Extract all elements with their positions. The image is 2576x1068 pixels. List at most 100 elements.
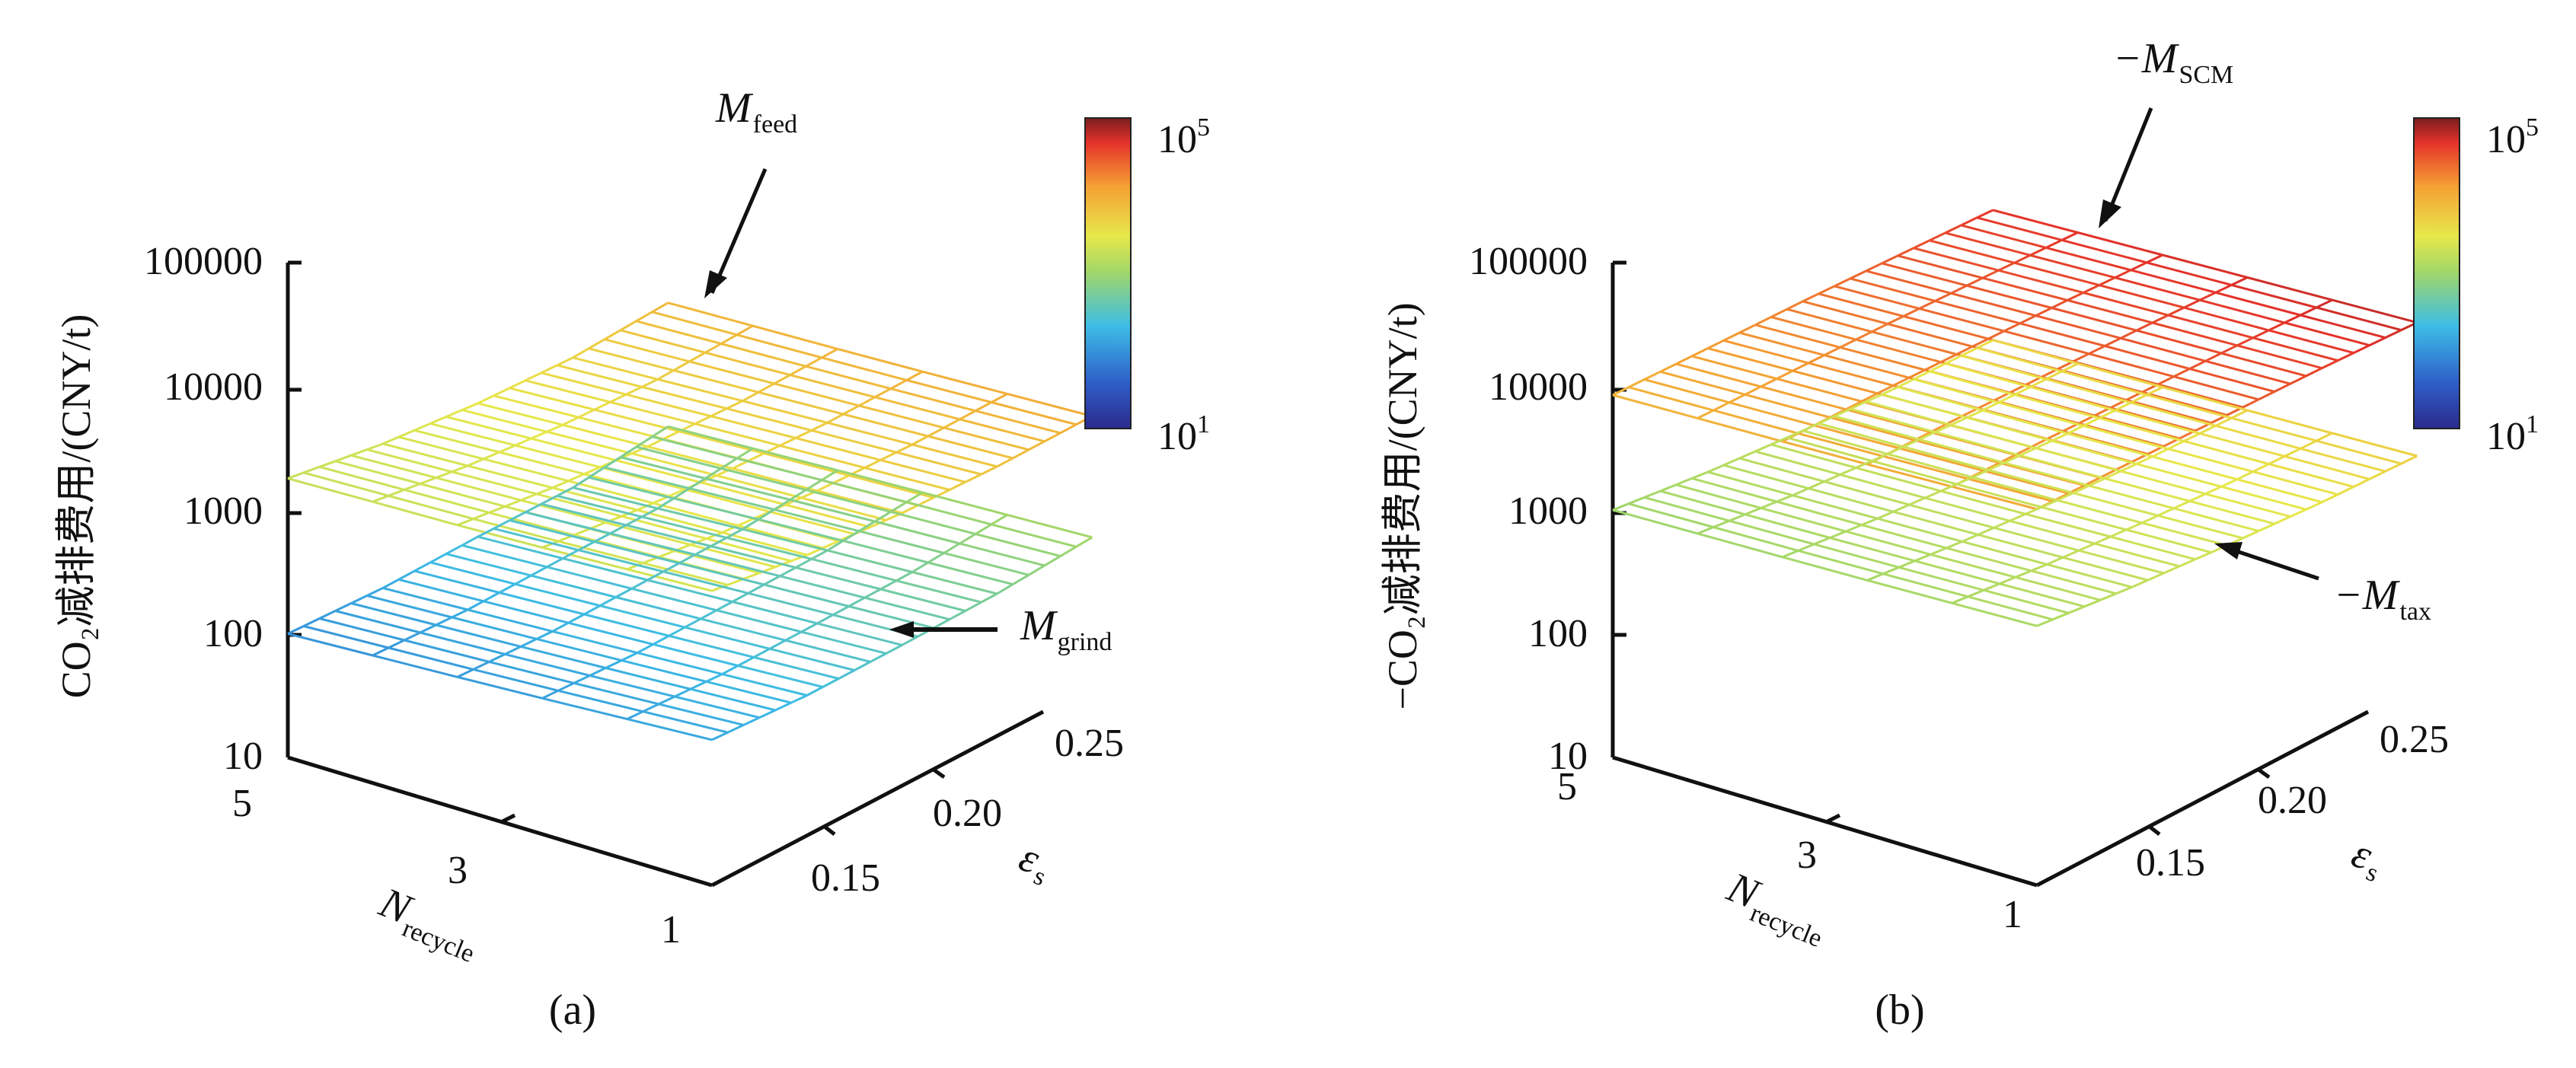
surface-mesh-line: [752, 324, 838, 350]
surface-mesh-line: [1866, 463, 1952, 488]
surface-mesh-line: [657, 497, 675, 510]
surface-mesh-line: [1960, 216, 1978, 227]
surface-mesh-line: [2151, 314, 2169, 324]
surface-mesh-line: [870, 652, 887, 663]
surface-mesh-line: [1971, 337, 1989, 348]
surface-mesh-line: [578, 408, 595, 419]
surface-mesh-line: [420, 483, 506, 508]
panel-a-ztick: 10: [223, 735, 263, 778]
surface-mesh-line: [520, 493, 538, 502]
surface-mesh-line: [1967, 588, 1984, 598]
surface-mesh-line: [880, 458, 966, 483]
surface-mesh-line: [2152, 455, 2238, 481]
surface-mesh-line: [525, 371, 542, 382]
surface-mesh-line: [1871, 460, 1957, 486]
surface-mesh-line: [1824, 473, 1841, 483]
surface-mesh-line: [704, 477, 790, 501]
surface-mesh-line: [631, 445, 648, 455]
surface-mesh-line: [837, 469, 923, 494]
surface-mesh-line: [1850, 277, 1936, 302]
surface-mesh-line: [2003, 461, 2089, 487]
surface-mesh-line: [991, 401, 1077, 426]
surface-mesh-line: [1660, 370, 1746, 396]
surface-mesh-line: [541, 689, 559, 700]
surface-mesh-line: [515, 444, 601, 469]
surface-mesh-line: [2231, 283, 2317, 309]
surface-mesh-line: [795, 566, 881, 591]
panel-a-colorbar-max: 105: [1157, 113, 1210, 161]
surface-mesh-line: [1999, 582, 2085, 608]
surface-mesh-line: [943, 542, 961, 554]
surface-mesh-line: [1850, 269, 1867, 280]
surface-mesh-line: [737, 665, 823, 688]
surface-mesh-line: [2120, 463, 2137, 473]
surface-mesh-line: [737, 524, 823, 550]
surface-mesh-line: [366, 595, 452, 619]
surface-mesh-line: [2014, 261, 2100, 287]
surface-mesh-line: [1744, 393, 1831, 419]
surface-mesh-line: [1935, 431, 2021, 457]
surface-mesh-line: [646, 570, 664, 582]
panel-b-scm-arrowhead: [2099, 199, 2121, 228]
surface-mesh-line: [509, 387, 595, 411]
surface-mesh-line: [1887, 323, 1973, 348]
surface-mesh-line: [2083, 292, 2169, 317]
surface-mesh-line: [2332, 298, 2418, 324]
surface-mesh-line: [822, 677, 840, 688]
surface-mesh-line: [2195, 551, 2212, 561]
surface-mesh-line: [620, 456, 706, 480]
surface-mesh-line: [1802, 300, 1888, 325]
surface-mesh-line: [2199, 432, 2285, 457]
surface-mesh-line: [637, 643, 654, 654]
surface-mesh-line: [864, 467, 950, 491]
surface-mesh-line: [1729, 393, 1746, 404]
surface-mesh-line: [509, 511, 526, 521]
surface-mesh-line: [1887, 445, 1904, 455]
surface-mesh-line: [742, 391, 759, 403]
surface-mesh-line: [911, 443, 998, 468]
surface-mesh-line: [2353, 344, 2370, 354]
surface-mesh-line: [688, 477, 706, 489]
surface-mesh-line: [906, 378, 992, 403]
surface-mesh-line: [457, 524, 543, 549]
surface-mesh-line: [996, 457, 1013, 468]
surface-mesh-line: [1028, 440, 1045, 451]
surface-mesh-line: [2337, 486, 2354, 496]
surface-mesh-line: [1675, 355, 1693, 365]
surface-mesh-line: [1977, 533, 2064, 559]
surface-mesh-line: [1782, 556, 1868, 582]
surface-mesh-line: [1999, 575, 2016, 585]
surface-mesh-line: [1798, 543, 1815, 552]
surface-mesh-line: [837, 347, 923, 373]
surface-mesh-line: [720, 457, 738, 470]
surface-mesh-line: [1012, 574, 1029, 585]
surface-mesh-line: [2035, 307, 2053, 317]
surface-mesh-line: [578, 540, 595, 551]
surface-mesh-line: [2041, 505, 2127, 531]
surface-mesh-line: [1977, 346, 2063, 373]
surface-mesh-line: [689, 487, 775, 511]
surface-mesh-line: [1660, 489, 1746, 516]
surface-mesh-line: [742, 528, 828, 552]
surface-mesh-line: [816, 622, 902, 646]
surface-mesh-line: [413, 422, 431, 432]
panel-b-epstick: 0.15: [2136, 841, 2205, 885]
surface-mesh-line: [1914, 560, 2000, 585]
surface-mesh-line: [2077, 231, 2163, 257]
surface-mesh-line: [668, 626, 686, 637]
surface-mesh-line: [721, 665, 739, 675]
surface-mesh-line: [536, 493, 622, 518]
surface-mesh-line: [790, 374, 876, 399]
surface-mesh-line: [1760, 500, 1777, 509]
surface-mesh-line: [536, 486, 554, 496]
surface-mesh-line: [573, 486, 659, 510]
surface-mesh-line: [1697, 532, 1783, 559]
surface-mesh-line: [1644, 496, 1730, 522]
surface-mesh-line: [653, 502, 739, 527]
panel-b-ztick: 1000: [1508, 489, 1588, 533]
surface-mesh-line: [2036, 618, 2054, 627]
surface-mesh-line: [2199, 424, 2217, 435]
surface-mesh-line: [2305, 367, 2323, 378]
surface-mesh-line: [2125, 521, 2143, 531]
surface-mesh-line: [737, 517, 755, 527]
